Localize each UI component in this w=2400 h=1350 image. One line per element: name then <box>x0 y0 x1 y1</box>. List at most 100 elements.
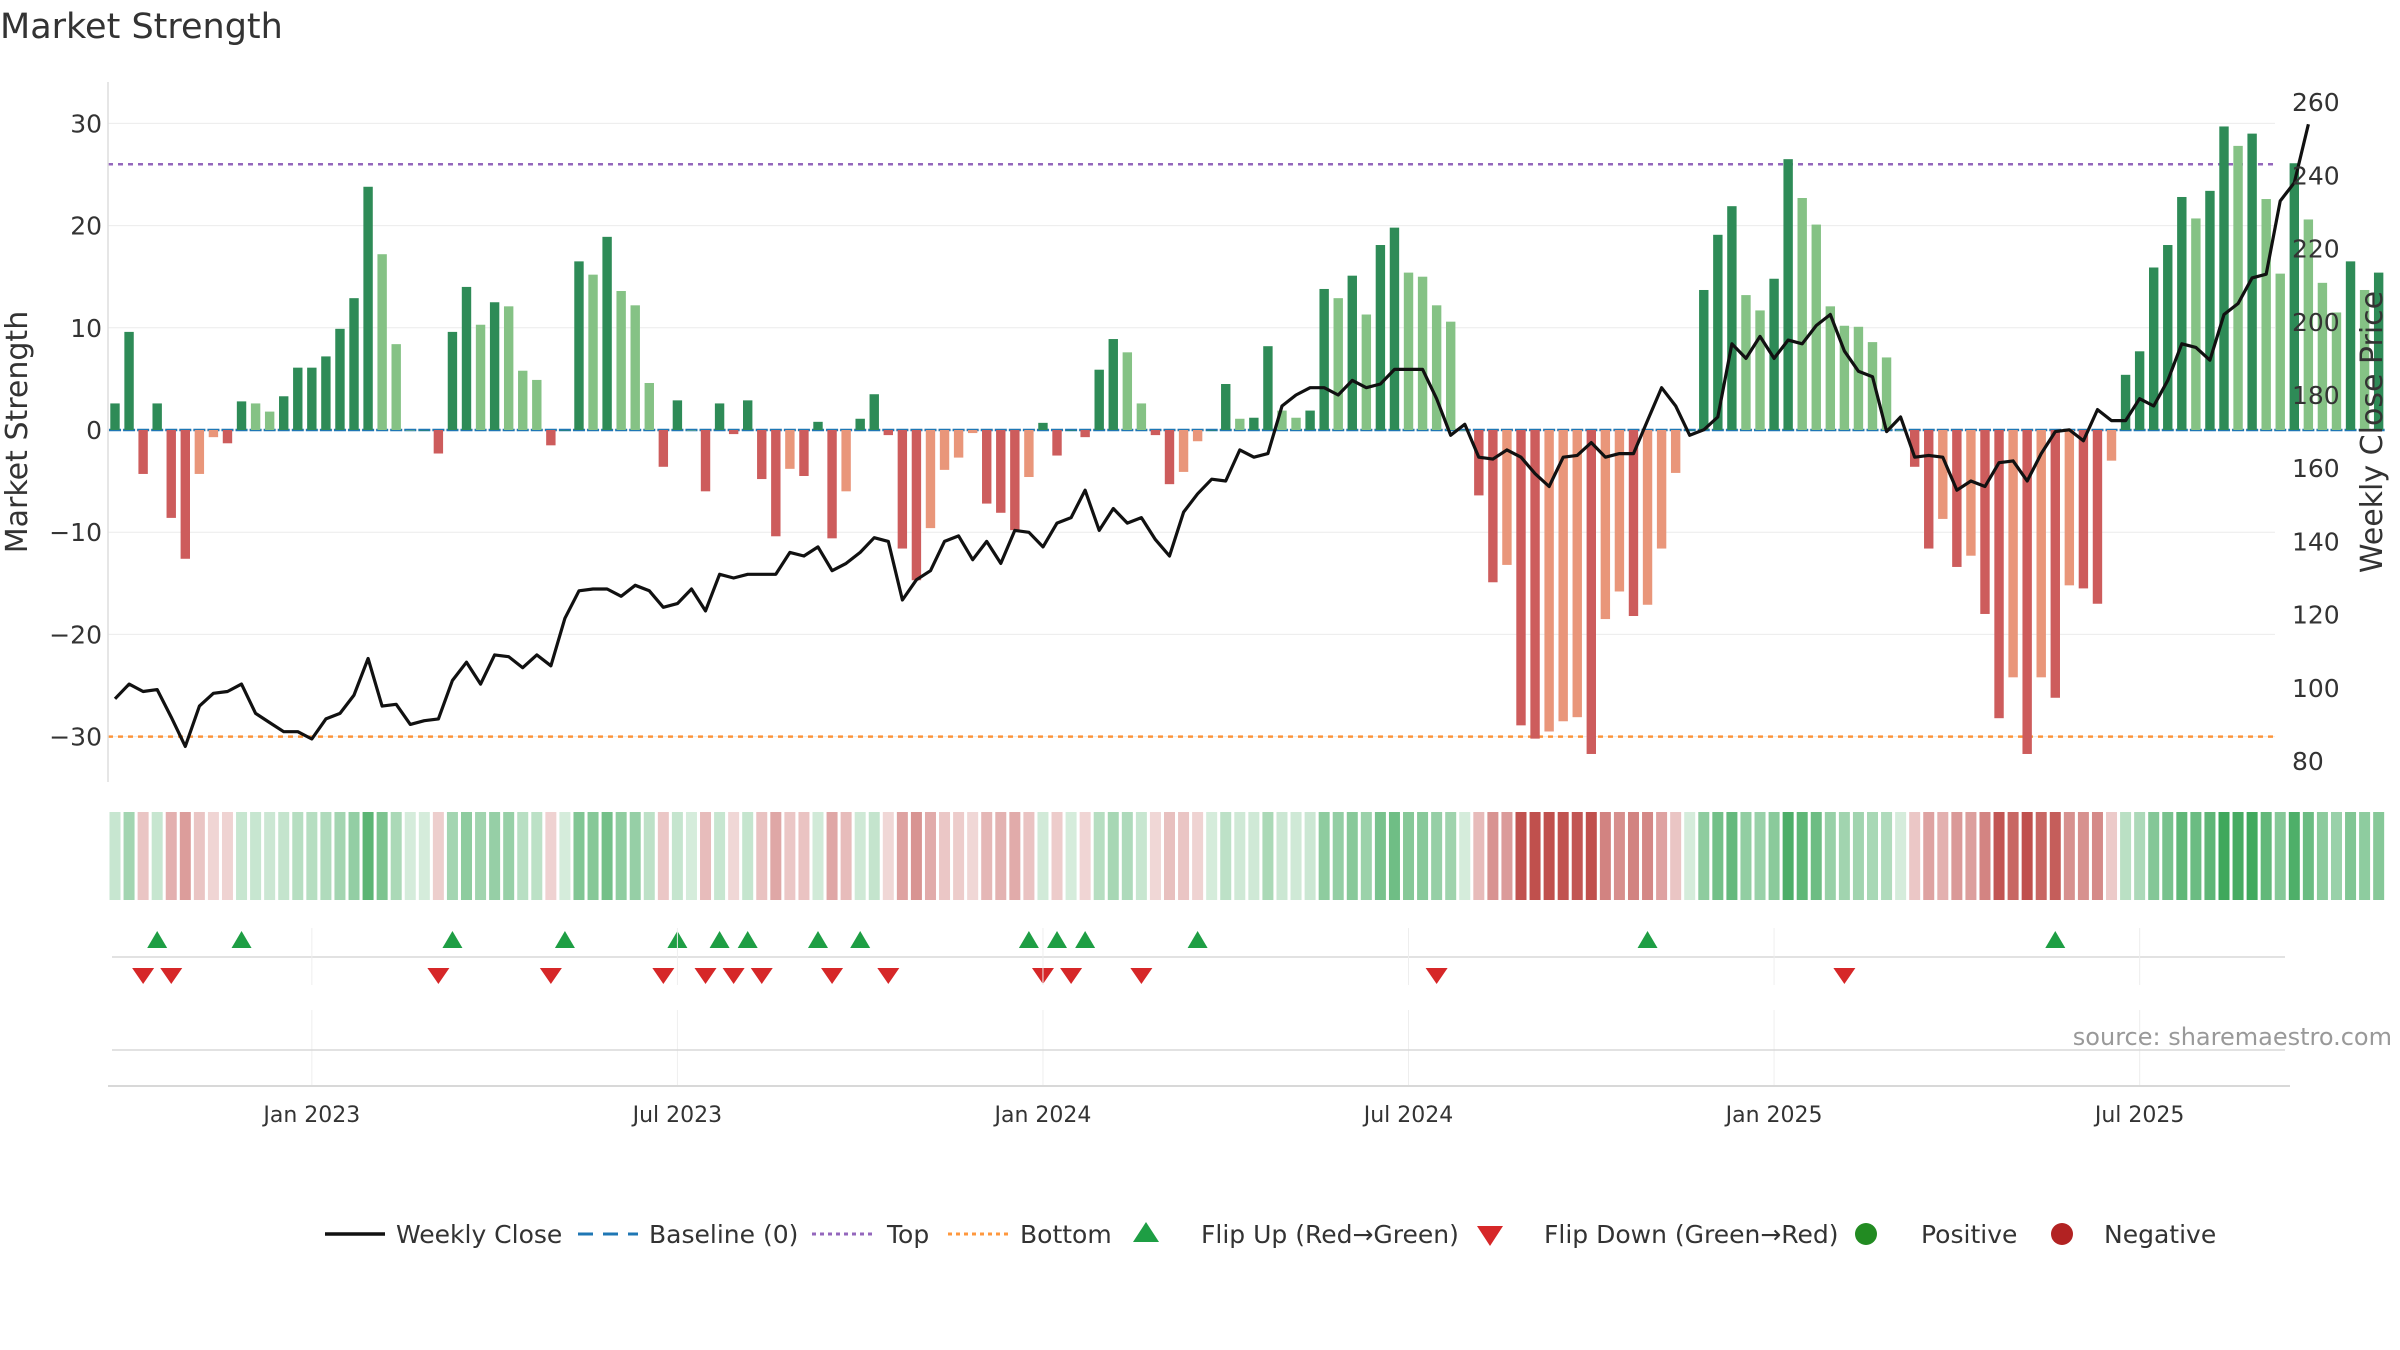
strength-bar <box>2219 126 2229 430</box>
strength-bar <box>1164 430 1175 485</box>
strength-bar <box>1460 430 1470 431</box>
strength-bar <box>630 305 640 430</box>
strip-cell <box>1403 812 1415 900</box>
strength-bar <box>1291 417 1301 430</box>
strip-cell <box>756 812 768 900</box>
strength-bar <box>475 324 486 430</box>
y-tick-label: 0 <box>86 416 102 445</box>
strip-cell <box>2246 812 2258 900</box>
strip-cell <box>1332 812 1344 900</box>
strength-bar <box>827 430 837 539</box>
strength-bar <box>419 430 430 431</box>
strength-bar <box>1966 430 1976 556</box>
strength-bar <box>1628 430 1639 617</box>
flip-up-marker <box>1018 931 1039 948</box>
strength-bar <box>2247 133 2257 430</box>
strip-cell <box>236 812 248 900</box>
strength-bar <box>377 254 387 430</box>
strip-cell <box>1009 812 1021 900</box>
strip-cell <box>1965 812 1977 900</box>
strength-bar <box>771 430 781 537</box>
strength-bar <box>1080 430 1090 438</box>
strength-bar <box>264 411 275 430</box>
strength-bar <box>1516 430 1526 726</box>
strength-bar <box>2345 261 2356 430</box>
strip-cell <box>1135 812 1147 900</box>
strength-bar <box>2106 430 2117 461</box>
legend-label-top: Top <box>886 1220 929 1249</box>
strength-bar <box>1685 430 1695 431</box>
strip-cell <box>207 812 219 900</box>
strength-bar <box>2359 289 2370 430</box>
strength-bar <box>1277 410 1287 430</box>
strip-cell <box>1838 812 1850 900</box>
strength-bar <box>250 403 261 430</box>
flip-down-marker <box>427 968 450 984</box>
strength-bar <box>1600 430 1611 620</box>
strip-cell <box>882 812 894 900</box>
flip-up-marker <box>1187 931 1208 948</box>
strength-bar <box>279 396 289 430</box>
strength-bar <box>110 403 120 430</box>
strength-bar <box>953 430 964 458</box>
strength-bar <box>532 379 542 430</box>
strip-cell <box>1979 812 1991 900</box>
strength-bar <box>1488 430 1498 583</box>
x-tick-label: Jan 2025 <box>1724 1103 1823 1128</box>
strength-bar <box>925 430 936 529</box>
strip-cell <box>1543 812 1555 900</box>
strip-cell <box>1937 812 1949 900</box>
strip-cell <box>995 812 1007 900</box>
strip-cell <box>1388 812 1400 900</box>
strip-cell <box>1852 812 1864 900</box>
strength-bar <box>686 430 697 431</box>
legend-flip-up-swatch <box>1133 1222 1159 1242</box>
flip-up-marker <box>231 931 252 948</box>
strength-bar <box>560 430 570 431</box>
strength-bar <box>1178 430 1189 472</box>
strip-cell <box>306 812 318 900</box>
strength-bars <box>110 126 2384 754</box>
strength-bar <box>1797 198 1807 430</box>
strip-cell <box>2077 812 2089 900</box>
strip-cell <box>2190 812 2202 900</box>
flip-down-marker <box>877 968 900 984</box>
strength-bar <box>911 430 922 581</box>
y2-tick-label: 100 <box>2292 674 2340 703</box>
strength-bar <box>1446 321 1456 430</box>
strength-bar <box>1727 206 1737 430</box>
strip-cell <box>924 812 936 900</box>
strength-bar <box>658 430 669 467</box>
flip-up-marker <box>737 931 758 948</box>
strength-bar <box>2078 430 2089 589</box>
flip-down-marker <box>722 968 745 984</box>
axes: 3020100−10−20−30260240220200180160140120… <box>0 82 2390 782</box>
strip-cell <box>432 812 444 900</box>
y2-tick-label: 160 <box>2292 454 2340 483</box>
strength-bar <box>1375 245 1386 430</box>
strength-bar <box>1206 430 1217 431</box>
strip-cell <box>137 812 149 900</box>
strip-cell <box>1909 812 1921 900</box>
strip-cell <box>376 812 388 900</box>
strip-cell <box>348 812 360 900</box>
flip-down-marker <box>1833 968 1856 984</box>
strip-cell <box>742 812 754 900</box>
strength-bar <box>939 430 950 470</box>
y2-tick-label: 200 <box>2292 308 2340 337</box>
strength-bar <box>644 382 654 430</box>
strip-cell <box>264 812 276 900</box>
strength-bar <box>574 261 584 430</box>
strip-cell <box>489 812 501 900</box>
strip-cell <box>1262 812 1274 900</box>
strip-cell <box>418 812 430 900</box>
strip-cell <box>1613 812 1625 900</box>
strip-cell <box>1248 812 1260 900</box>
flip-up-marker <box>2045 931 2066 948</box>
x-tick-label: Jul 2025 <box>2093 1103 2185 1128</box>
y-tick-label: 30 <box>70 109 102 138</box>
strength-bar <box>194 430 205 474</box>
strip-cell <box>615 812 627 900</box>
strength-bar <box>1052 430 1062 456</box>
legend: Weekly Close Baseline (0) Top Bottom Flip Up… <box>325 1220 2216 1249</box>
